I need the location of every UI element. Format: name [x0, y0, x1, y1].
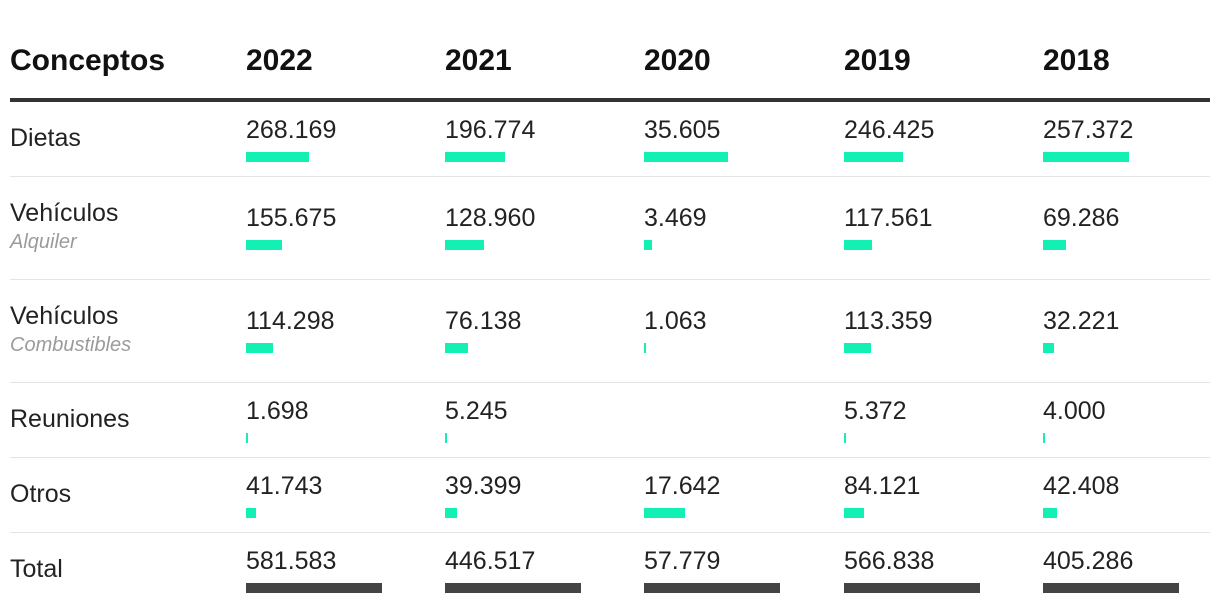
table-row: Vehículos Alquiler 155.675 128.960 3.469 117.… [10, 177, 1210, 280]
value-bar [246, 508, 256, 518]
value-cell: 4.000 [1043, 397, 1106, 425]
value-bar [844, 433, 846, 443]
value-cell: 268.169 [246, 116, 337, 144]
value-bar [246, 343, 273, 353]
row-label: Reuniones [10, 405, 130, 433]
value-bar [445, 508, 457, 518]
value-cell: 257.372 [1043, 116, 1134, 144]
header-2019: 2019 [844, 44, 911, 77]
value-cell: 17.642 [644, 472, 721, 500]
value-cell: 69.286 [1043, 204, 1120, 232]
value-bar [1043, 343, 1054, 353]
value-bar [844, 152, 903, 162]
table-row: Dietas 268.169 196.774 35.605 246.425 257.372 [10, 102, 1210, 177]
header-2020: 2020 [644, 44, 711, 77]
value-bar [1043, 152, 1129, 162]
value-cell: 76.138 [445, 307, 522, 335]
value-cell: 5.372 [844, 397, 907, 425]
value-bar [246, 240, 282, 250]
row-sublabel: Alquiler [10, 231, 77, 253]
value-bar [644, 152, 728, 162]
value-cell: 41.743 [246, 472, 323, 500]
value-cell: 84.121 [844, 472, 921, 500]
value-cell: 446.517 [445, 547, 536, 575]
value-cell: 3.469 [644, 204, 707, 232]
value-bar [445, 433, 447, 443]
value-bar [246, 152, 309, 162]
row-sublabel: Combustibles [10, 334, 132, 356]
value-cell: 155.675 [246, 204, 337, 232]
value-bar [445, 240, 484, 250]
total-bar [644, 583, 780, 593]
total-bar [246, 583, 382, 593]
row-label: Vehículos [10, 302, 119, 330]
value-cell: 5.245 [445, 397, 508, 425]
value-bar [844, 343, 871, 353]
value-bar [246, 433, 248, 443]
header-conceptos: Conceptos [10, 44, 166, 77]
value-cell: 42.408 [1043, 472, 1120, 500]
value-cell: 113.359 [844, 307, 933, 335]
value-cell: 117.561 [844, 204, 933, 232]
value-cell: 114.298 [246, 307, 335, 335]
value-cell: 35.605 [644, 116, 721, 144]
value-bar [445, 343, 468, 353]
row-label: Dietas [10, 124, 81, 152]
value-cell: 39.399 [445, 472, 522, 500]
total-bar [1043, 583, 1179, 593]
total-bar [445, 583, 581, 593]
expenses-table: Conceptos 2022 2021 2020 2019 2018 Dieta… [10, 0, 1210, 613]
value-cell: 1.063 [644, 307, 707, 335]
value-cell: 246.425 [844, 116, 935, 144]
value-bar [844, 508, 864, 518]
value-bar [1043, 433, 1045, 443]
value-bar [644, 343, 646, 353]
value-bar [644, 508, 685, 518]
value-cell: 57.779 [644, 547, 721, 575]
table-row: Total 581.583 446.517 57.779 566.838 405.286 [10, 533, 1210, 613]
value-bar [844, 240, 872, 250]
value-cell: 581.583 [246, 547, 337, 575]
value-bar [1043, 508, 1057, 518]
header-2018: 2018 [1043, 44, 1110, 77]
row-label: Otros [10, 480, 72, 508]
table-body: Dietas 268.169 196.774 35.605 246.425 257.372… [10, 102, 1210, 613]
value-cell: 196.774 [445, 116, 536, 144]
value-bar [644, 240, 652, 250]
row-label: Vehículos [10, 199, 119, 227]
value-cell: 405.286 [1043, 547, 1134, 575]
table-header: Conceptos 2022 2021 2020 2019 2018 [10, 0, 1210, 102]
value-bar [445, 152, 505, 162]
value-cell: 1.698 [246, 397, 309, 425]
table-row: Vehículos Combustibles 114.298 76.138 1.063 1… [10, 280, 1210, 383]
value-cell: 128.960 [445, 204, 536, 232]
row-label: Total [10, 555, 63, 583]
value-bar [1043, 240, 1066, 250]
total-bar [844, 583, 980, 593]
header-2022: 2022 [246, 44, 313, 77]
value-cell: 32.221 [1043, 307, 1120, 335]
table-row: Otros 41.743 39.399 17.642 84.121 42.408 [10, 458, 1210, 533]
header-2021: 2021 [445, 44, 512, 77]
table-row: Reuniones 1.698 5.245 5.372 4.000 [10, 383, 1210, 458]
value-cell: 566.838 [844, 547, 935, 575]
